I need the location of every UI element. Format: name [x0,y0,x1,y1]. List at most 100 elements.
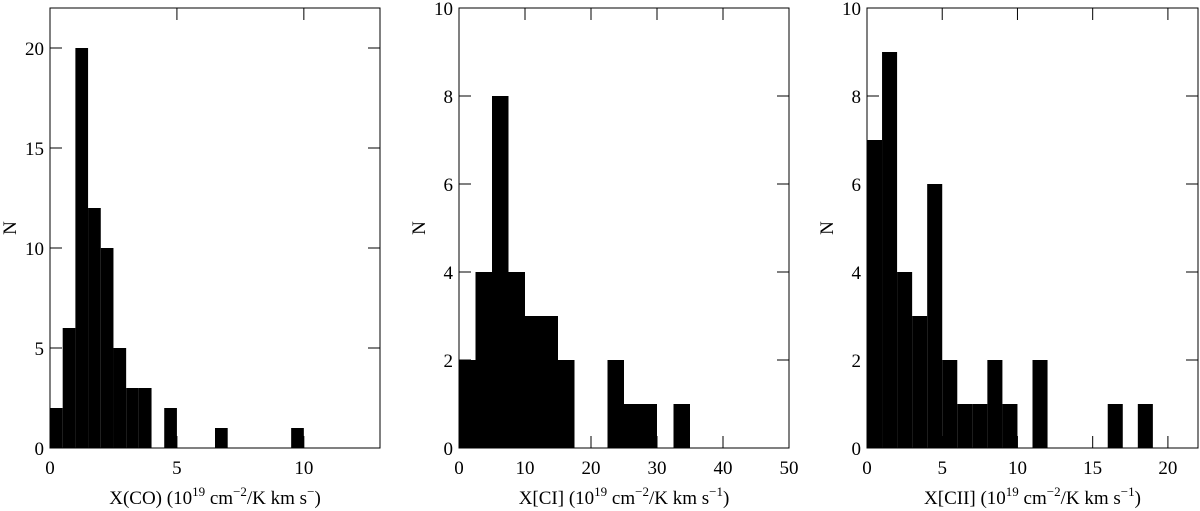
y-tick-label: 10 [842,0,861,20]
y-tick-label: 4 [444,263,454,284]
histogram-bar [215,428,228,448]
x-axis-label-part: cm [205,488,233,509]
x-axis-label: X(CO) (1019 cm−2/K km s−) [109,484,321,509]
y-axis-label: N [409,221,430,235]
x-axis-label-part: −1 [709,484,723,499]
x-tick-label: 20 [1158,458,1177,479]
y-axis-label: N [817,221,838,235]
y-tick-label: 2 [852,351,862,372]
x-tick-label: 15 [1083,458,1102,479]
histogram-bar [291,428,304,448]
x-axis-label-part: − [307,484,314,499]
histogram-bar [1032,360,1048,448]
panel: 0 10 20 30 40 50 0 2 4 6 8 10 N X[CI] (1019 cm−2/K km… [409,0,799,509]
x-axis-label-part: 19 [1006,484,1019,499]
histogram-bar [1002,404,1018,448]
y-tick-label: 8 [444,87,454,108]
x-axis-label-part: X(CO) (10 [109,488,192,509]
histogram-bar [475,272,492,448]
histogram-bar [558,360,575,448]
panel: 0 5 10 0 5 10 15 20 N X(CO) (1019 cm−2/K km s−) [0,7,381,509]
histogram-bar [459,360,476,448]
histogram-bar [541,316,558,448]
y-tick-label: 10 [25,239,44,260]
y-tick-label: 0 [35,439,45,460]
y-tick-label: 6 [852,175,862,196]
histogram-bar [897,272,913,448]
y-tick-label: 10 [434,0,453,20]
x-tick-label: 0 [45,458,55,479]
histogram-bar [492,96,509,448]
y-tick-label: 8 [852,87,862,108]
histogram-bar [508,272,525,448]
histogram-bar [138,388,152,448]
x-axis-label-part: −2 [233,484,247,499]
histogram-bar [62,328,76,448]
histogram-bar [164,408,177,448]
y-axis-label: N [0,221,21,235]
histogram-bar [1137,404,1153,448]
histogram-bar [113,348,127,448]
x-tick-label: 10 [516,458,535,479]
plot-frame [458,7,790,449]
histogram-bar [912,316,928,448]
x-tick-label: 0 [454,458,464,479]
x-axis-label-part: −2 [1047,484,1061,499]
x-tick-label: 10 [294,458,313,479]
y-tick-label: 0 [444,439,454,460]
x-tick-label: 50 [780,458,799,479]
y-tick-label: 2 [444,351,454,372]
histogram-bar [942,360,958,448]
x-axis-label-part: −1 [1121,484,1135,499]
x-tick-label: 30 [648,458,667,479]
x-tick-label: 5 [172,458,182,479]
histogram-bar [640,404,657,448]
histogram-bar [75,48,89,448]
panel: 0 5 10 15 20 0 2 4 6 8 10 N X[CII] (1019 cm−2/K km s… [817,0,1199,509]
x-tick-label: 20 [582,458,601,479]
histogram-bar [972,404,988,448]
histogram-bar [126,388,139,448]
histogram-bar [882,52,898,448]
histogram-bar [525,316,542,448]
x-axis-label-part: X[CI] (10 [519,488,594,509]
x-axis-label-part: ) [1135,488,1141,509]
x-axis-label-part: cm [607,488,635,509]
histogram-bar [987,360,1003,448]
histogram-bar [673,404,690,448]
x-axis-label-part: ) [723,488,729,509]
x-tick-label: 0 [862,458,872,479]
y-tick-label: 5 [35,339,45,360]
histogram-bar [957,404,973,448]
y-tick-label: 4 [852,263,862,284]
x-axis-label-part: /K km s [649,488,709,509]
x-axis-label-part: 19 [192,484,205,499]
plot-frame [866,7,1199,449]
y-tick-label: 15 [25,139,44,160]
x-axis-label-part: 19 [594,484,607,499]
x-axis-label-part: ) [314,488,320,509]
x-tick-label: 5 [937,458,947,479]
histogram-bar [927,184,943,448]
x-axis-label-part: −2 [635,484,649,499]
x-axis-label-part: /K km s [1061,488,1121,509]
x-tick-label: 40 [714,458,733,479]
histogram-bar [867,140,883,448]
x-axis-label-part: X[CII] (10 [924,488,1006,509]
x-axis-label-part: cm [1019,488,1047,509]
x-axis-label: X[CI] (1019 cm−2/K km s−1) [519,484,730,509]
histogram-bar [607,360,624,448]
x-axis-label-part: /K km s [247,488,307,509]
histogram-bar [624,404,641,448]
histogram-bar [50,408,63,448]
histogram-bar [88,208,101,448]
x-axis-label: X[CII] (1019 cm−2/K km s−1) [924,484,1141,509]
histogram-bar [100,248,114,448]
histogram-bar [1107,404,1123,448]
x-tick-label: 10 [1008,458,1027,479]
y-tick-label: 0 [852,439,862,460]
y-tick-label: 20 [25,39,44,60]
plot-frame [49,7,381,449]
y-tick-label: 6 [444,175,454,196]
